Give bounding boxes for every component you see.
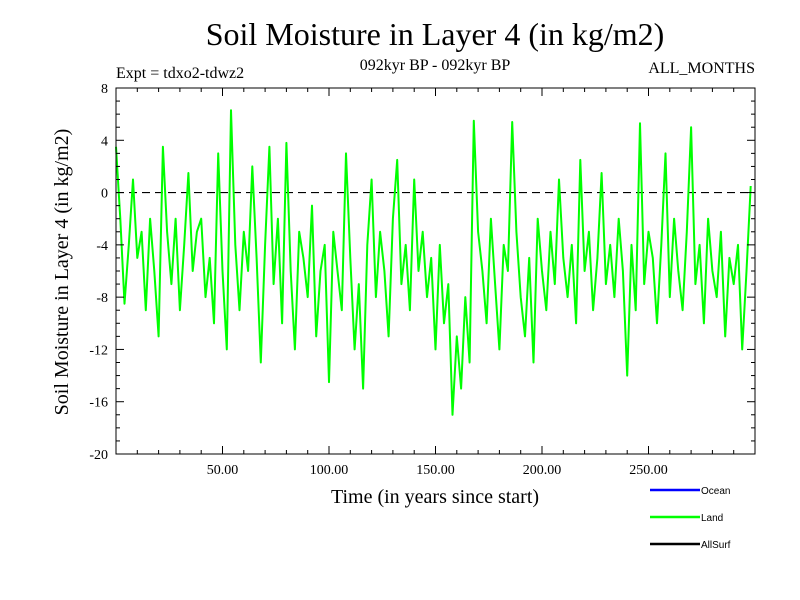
legend-label-ocean: Ocean — [701, 486, 730, 497]
x-tick-label: 200.00 — [523, 463, 562, 478]
y-tick-label: 0 — [101, 187, 108, 202]
chart-title: Soil Moisture in Layer 4 (in kg/m2) — [206, 16, 665, 52]
y-tick-label: -20 — [89, 448, 108, 463]
y-tick-label: -8 — [96, 291, 108, 306]
x-tick-label: 250.00 — [629, 463, 668, 478]
legend-label-allsurf: AllSurf — [701, 540, 731, 551]
y-tick-label: -16 — [89, 396, 108, 411]
legend-label-land: Land — [701, 513, 723, 524]
x-tick-label: 50.00 — [207, 463, 239, 478]
series-line-land — [115, 109, 752, 416]
plot-area: 50.00 100.00 150.00 200.00 250.00 8 4 0 -4 -8 -12 -… — [89, 82, 756, 478]
y-axis-label: Soil Moisture in Layer 4 (in kg/m2) — [51, 129, 73, 416]
chart-subtitle: 092kyr BP - 092kyr BP — [360, 57, 511, 74]
x-tick-label: 150.00 — [416, 463, 455, 478]
y-tick-label: 4 — [101, 134, 108, 149]
y-tick-label: 8 — [101, 82, 108, 97]
period-label: ALL_MONTHS — [648, 60, 755, 77]
x-tick-label: 100.00 — [310, 463, 349, 478]
y-tick-label: -4 — [96, 239, 108, 254]
experiment-label: Expt = tdxo2-tdwz2 — [116, 65, 244, 82]
x-axis-label: Time (in years since start) — [331, 486, 539, 508]
legend: Ocean Land AllSurf — [650, 486, 731, 551]
y-tick-label: -12 — [89, 343, 108, 358]
